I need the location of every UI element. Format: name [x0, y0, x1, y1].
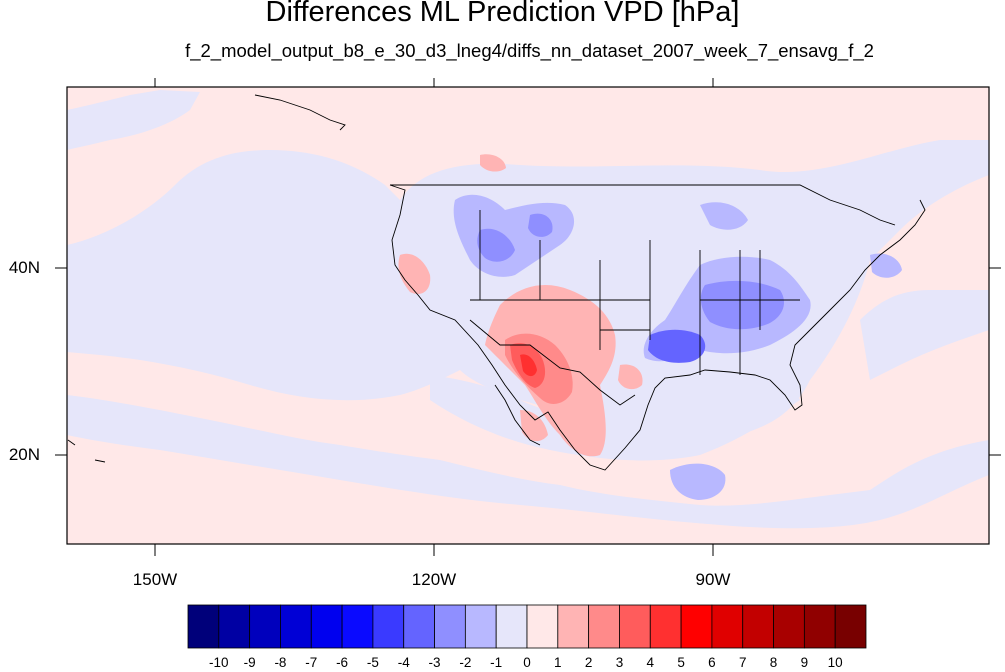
colorbar-tick-label: -1: [490, 655, 503, 670]
field-region-positive: [480, 154, 506, 172]
colorbar-swatch: [495, 604, 528, 649]
field-region-negative: [528, 213, 553, 237]
colorbar-swatch: [649, 604, 682, 649]
field-region-negative: [870, 253, 902, 278]
colorbar-tick-label: -6: [336, 655, 349, 670]
colorbar-swatch: [403, 604, 435, 649]
colorbar-tick-label: 9: [800, 655, 809, 670]
field-region-negative: [67, 395, 989, 529]
difference-field: [67, 87, 989, 544]
colorbar-swatch: [742, 604, 774, 649]
latitude-label: 40N: [8, 258, 40, 277]
colorbar-tick-label: -5: [366, 655, 379, 670]
colorbar-swatch: [588, 604, 620, 649]
colorbar-tick-label: 3: [615, 655, 624, 670]
colorbar-tick-label: 1: [554, 655, 562, 670]
colorbar-swatch: [680, 604, 713, 649]
colorbar-swatch: [341, 604, 374, 649]
colorbar-swatch: [372, 604, 405, 649]
colorbar-tick-label: 10: [827, 655, 843, 670]
colorbar-swatch: [526, 604, 559, 649]
colorbar-tick-label: -2: [459, 655, 472, 670]
colorbar-swatch: [834, 604, 867, 649]
colorbar-tick-label: -9: [243, 655, 256, 670]
colorbar-swatch: [187, 604, 220, 649]
longitude-label: 120W: [411, 570, 457, 589]
latitude-label: 20N: [8, 445, 40, 464]
colorbar-tick-label: 0: [523, 655, 531, 670]
colorbar-swatch: [773, 604, 805, 649]
longitude-label: 150W: [132, 570, 178, 589]
field-region-negative: [700, 202, 748, 230]
colorbar-swatch: [619, 604, 651, 649]
field-region-negative: [670, 463, 726, 500]
field-region-positive: [520, 410, 548, 442]
colorbar: [187, 604, 867, 649]
colorbar-swatch: [249, 604, 281, 649]
field-region-positive: [520, 354, 537, 377]
colorbar-swatch: [218, 604, 251, 649]
colorbar-tick-label: 4: [646, 655, 655, 670]
field-region-negative: [67, 90, 200, 150]
colorbar-tick-label: 6: [708, 655, 716, 670]
colorbar-tick-label: -3: [428, 655, 441, 670]
field-region-positive: [398, 253, 431, 295]
colorbar-swatch: [803, 604, 836, 649]
colorbar-tick-label: -10: [209, 655, 229, 670]
map-subtitle: f_2_model_output_b8_e_30_d3_lneg4/diffs_…: [185, 40, 874, 61]
field-region-negative: [477, 228, 515, 262]
colorbar-swatch: [434, 604, 466, 649]
plot-border: [66, 86, 990, 545]
colorbar-swatch: [280, 604, 312, 649]
colorbar-swatch: [557, 604, 590, 649]
colorbar-tick-label: 2: [584, 655, 593, 670]
field-region-negative: [860, 290, 989, 380]
colorbar-swatch: [310, 604, 343, 649]
colorbar-tick-label: 5: [677, 655, 685, 670]
colorbar-tick-label: -4: [397, 655, 410, 670]
field-region-negative: [648, 329, 706, 363]
colorbar-tick-label: -7: [305, 655, 318, 670]
colorbar-tick-label: -8: [274, 655, 287, 670]
coastlines: [67, 94, 926, 471]
colorbar-swatch: [464, 604, 497, 649]
field-region-positive: [618, 364, 643, 390]
colorbar-swatch: [711, 604, 744, 649]
field-region-negative: [430, 375, 800, 461]
field-region-positive: [540, 288, 575, 317]
longitude-label: 90W: [695, 570, 731, 589]
field-region-negative: [700, 280, 785, 330]
colorbar-tick-label: 8: [769, 655, 778, 670]
map-title: Differences ML Prediction VPD [hPa]: [265, 0, 740, 28]
colorbar-tick-label: 7: [738, 655, 747, 670]
axis-ticks: [55, 78, 1001, 556]
